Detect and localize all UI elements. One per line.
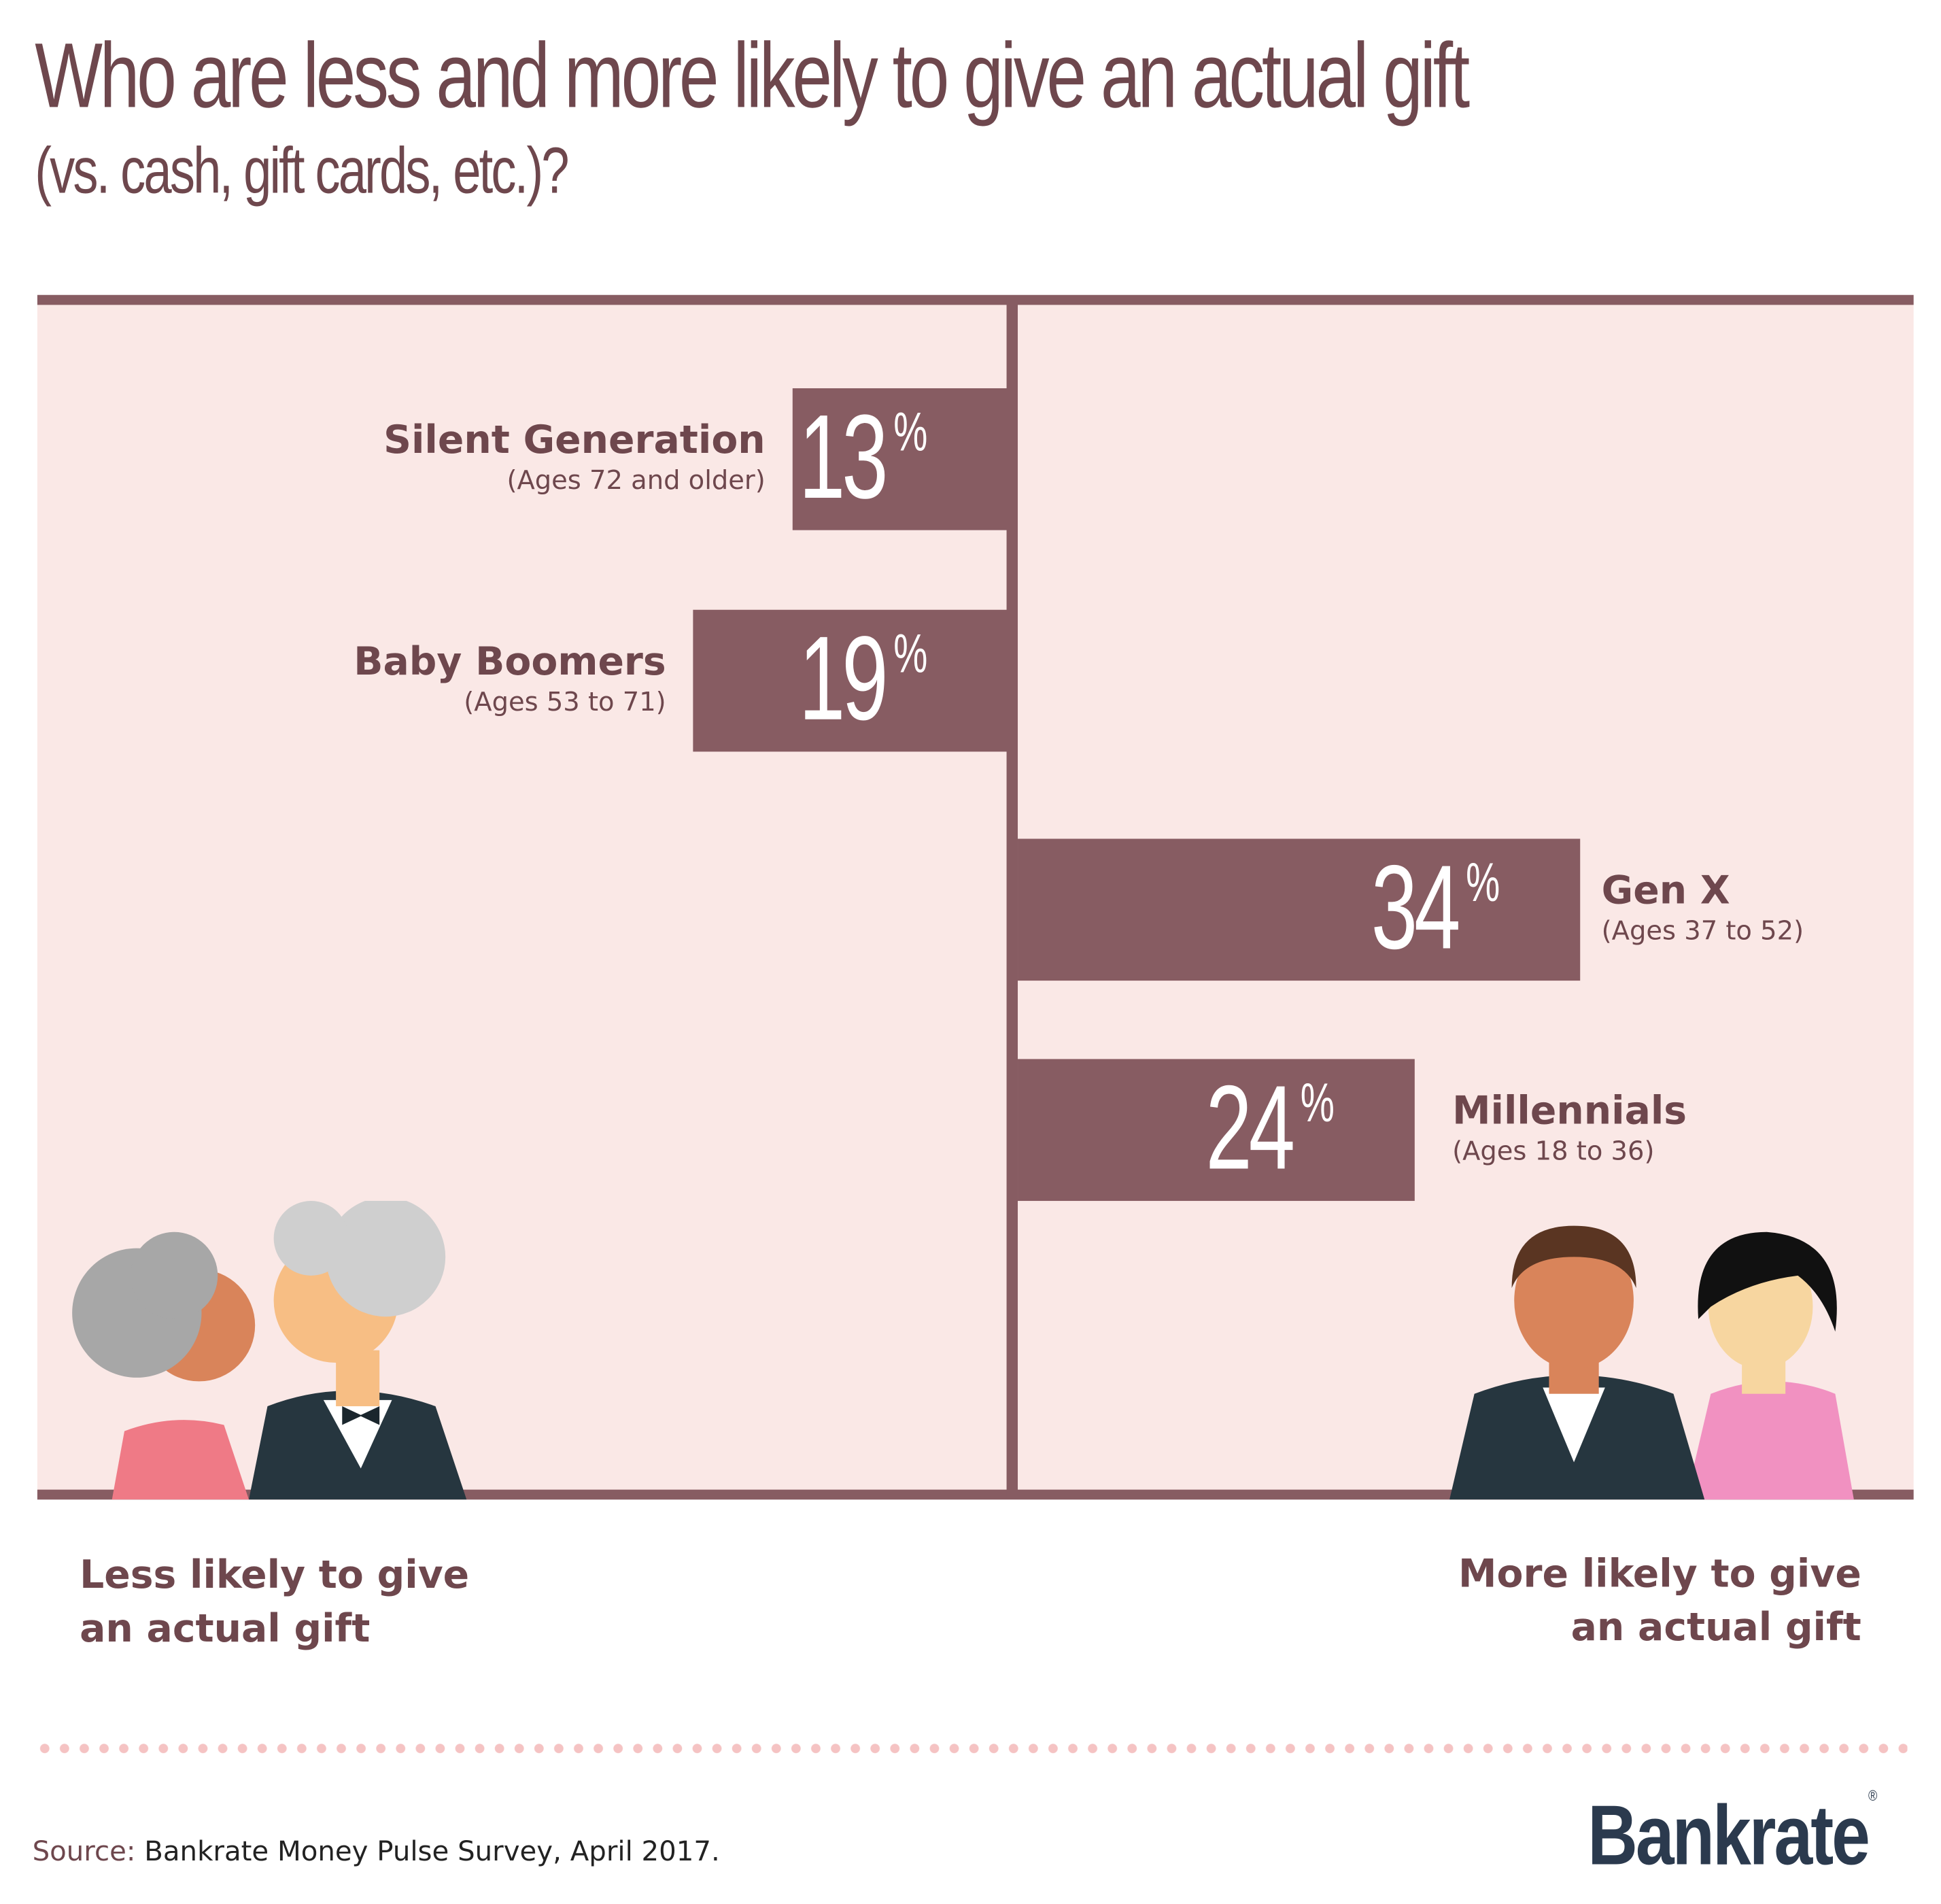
- category-label: Millennials (Ages 18 to 36): [1452, 1089, 1687, 1166]
- value-unit: %: [1466, 852, 1500, 914]
- category-ages: (Ages 53 to 71): [464, 687, 666, 717]
- less-likely-line1: Less likely to give: [80, 1552, 470, 1598]
- value-number: 24: [1205, 1061, 1296, 1195]
- bar-baby-boomers: 19%: [693, 609, 1008, 752]
- older-couple-illustration: [72, 1201, 467, 1500]
- bar-silent-generation: 13%: [792, 388, 1008, 530]
- center-axis: [1006, 296, 1018, 1499]
- bottom-rule: [37, 1489, 1914, 1500]
- value-unit: %: [893, 623, 927, 685]
- logo-text: Bankrate: [1587, 1788, 1870, 1883]
- value-number: 34: [1371, 841, 1461, 974]
- source-note: Source: Bankrate Money Pulse Survey, Apr…: [33, 1837, 720, 1868]
- value-label: 19%: [799, 619, 927, 739]
- bankrate-logo: Bankrate®: [1587, 1787, 1877, 1883]
- category-name: Gen X: [1601, 868, 1730, 914]
- category-ages: (Ages 18 to 36): [1452, 1136, 1655, 1166]
- value-label: 24%: [1206, 1068, 1335, 1189]
- category-label: Silent Generation (Ages 72 and older): [383, 418, 766, 495]
- bar-millennials: 24%: [1018, 1059, 1415, 1202]
- category-label: Gen X (Ages 37 to 52): [1602, 868, 1804, 945]
- less-likely-label: Less likely to give an actual gift: [80, 1549, 469, 1656]
- category-label: Baby Boomers (Ages 53 to 71): [354, 640, 666, 717]
- chart-title: Who are less and more likely to give an …: [35, 23, 1470, 127]
- value-number: 13: [798, 390, 889, 524]
- value-unit: %: [893, 402, 927, 463]
- value-unit: %: [1301, 1072, 1335, 1134]
- more-likely-line1: More likely to give: [1458, 1552, 1861, 1597]
- value-label: 34%: [1371, 848, 1500, 968]
- chart-subtitle: (vs. cash, gift cards, etc.)?: [35, 135, 569, 208]
- less-likely-line2: an actual gift: [80, 1606, 371, 1652]
- top-rule: [37, 294, 1914, 305]
- young-couple-illustration: [1449, 1225, 1854, 1500]
- value-label: 13%: [799, 398, 927, 518]
- more-likely-label: More likely to give an actual gift: [1458, 1548, 1861, 1655]
- category-ages: (Ages 37 to 52): [1601, 915, 1804, 946]
- value-number: 19: [798, 612, 889, 746]
- more-likely-line2: an actual gift: [1570, 1605, 1861, 1650]
- category-name: Silent Generation: [383, 418, 766, 463]
- dotted-divider: [35, 1742, 1908, 1755]
- category-name: Baby Boomers: [354, 639, 666, 685]
- category-name: Millennials: [1452, 1089, 1687, 1134]
- source-text: Bankrate Money Pulse Survey, April 2017.: [144, 1837, 720, 1868]
- category-ages: (Ages 72 and older): [506, 465, 766, 496]
- bar-gen-x: 34%: [1018, 838, 1581, 981]
- source-key: Source:: [32, 1837, 136, 1868]
